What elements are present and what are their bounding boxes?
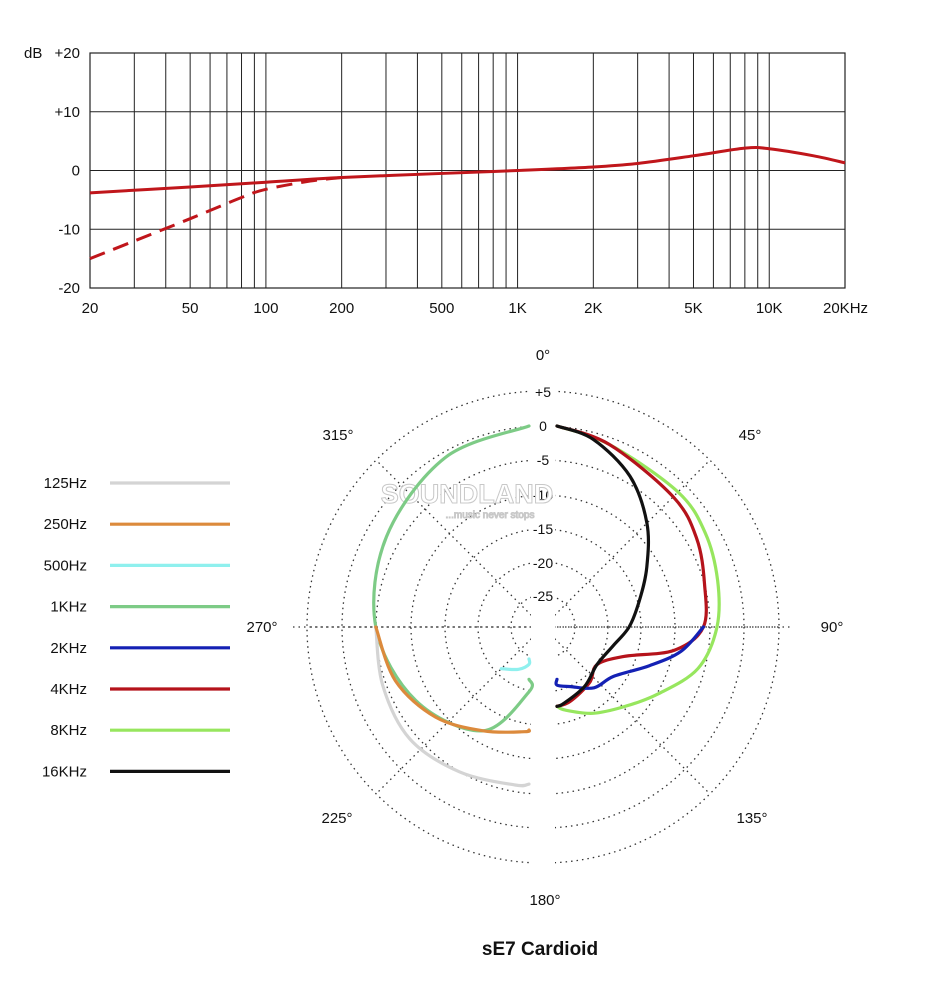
legend-label: 250Hz bbox=[44, 516, 87, 533]
fr-x-tick-label: 500 bbox=[429, 300, 454, 317]
fr-series-dashed-line bbox=[89, 176, 342, 261]
watermark-brand: SOUNDLAND bbox=[381, 479, 554, 509]
fr-x-tick-label: 2K bbox=[584, 300, 602, 317]
legend-label: 125Hz bbox=[44, 475, 87, 492]
watermark-tagline: ...music never stops bbox=[446, 510, 535, 521]
fr-y-tick-label: -10 bbox=[58, 221, 80, 238]
legend-label: 4KHz bbox=[50, 681, 87, 698]
polar-radial-line bbox=[375, 626, 544, 795]
polar-ring-label: -20 bbox=[533, 555, 553, 571]
polar-ring-label: -15 bbox=[533, 521, 553, 537]
polar-pattern-chart: +5 0 -5 -10 -15 -20 -25 0° 45° 90° 135° 180° 225° 270… bbox=[246, 347, 843, 909]
polar-series-250hz-line bbox=[374, 625, 531, 734]
fr-y-tick-label: +20 bbox=[55, 45, 80, 62]
polar-angle-label: 270° bbox=[246, 619, 277, 636]
polar-angle-label: 135° bbox=[736, 810, 767, 827]
polar-radial-line bbox=[542, 626, 711, 795]
polar-angle-label: 315° bbox=[322, 427, 353, 444]
polar-angle-label: 90° bbox=[821, 619, 844, 636]
polar-series-8khz-line bbox=[555, 424, 721, 715]
fr-y-tick-label: 0 bbox=[72, 163, 80, 180]
polar-angle-label: 180° bbox=[529, 892, 560, 909]
legend-label: 1KHz bbox=[50, 599, 87, 616]
fr-x-tick-label: 50 bbox=[182, 300, 199, 317]
frequency-response-chart: +20 +10 0 -10 -20 dB 20 50 100 200 500 1K 2K 5K 10K 20K… bbox=[24, 45, 868, 317]
polar-ring-label: -5 bbox=[537, 452, 550, 468]
polar-angle-label: 0° bbox=[536, 347, 550, 364]
polar-ring-label: +5 bbox=[535, 384, 551, 400]
polar-series-500hz-line bbox=[499, 657, 532, 672]
fr-x-tick-label: 200 bbox=[329, 300, 354, 317]
polar-legend: 125Hz 250Hz 500Hz 1KHz 2KHz 4KHz 8KHz 16KHz bbox=[42, 475, 230, 780]
polar-series-16khz-line bbox=[555, 424, 651, 708]
fr-x-tick-label: 10K bbox=[756, 300, 783, 317]
polar-radial-line bbox=[542, 459, 711, 628]
legend-label: 8KHz bbox=[50, 722, 87, 739]
legend-label: 2KHz bbox=[50, 640, 87, 657]
polar-series-2khz-line bbox=[554, 625, 705, 690]
legend-label: 500Hz bbox=[44, 557, 87, 574]
fr-x-tick-label: 20 bbox=[82, 300, 99, 317]
fr-y-tick-label: -20 bbox=[58, 280, 80, 297]
polar-title: sE7 Cardioid bbox=[482, 939, 598, 960]
polar-angle-label: 225° bbox=[321, 810, 352, 827]
legend-label: 16KHz bbox=[42, 763, 87, 780]
polar-series-125hz-line bbox=[374, 625, 531, 788]
polar-ring-label: -10 bbox=[533, 487, 553, 503]
fr-y-tick-label: +10 bbox=[55, 104, 80, 121]
fr-x-tick-label: 100 bbox=[253, 300, 278, 317]
polar-center-band bbox=[531, 377, 555, 867]
polar-ring-label: -25 bbox=[533, 588, 553, 604]
fr-x-tick-label: 1K bbox=[508, 300, 526, 317]
polar-radial-line bbox=[375, 459, 544, 628]
polar-ring-label: 0 bbox=[539, 418, 547, 434]
fr-y-axis-label: dB bbox=[24, 45, 42, 62]
fr-x-tick-label: 20KHz bbox=[823, 300, 868, 317]
fr-x-tick-label: 5K bbox=[684, 300, 702, 317]
polar-series-4khz-line bbox=[555, 424, 708, 708]
fr-series-solid-line bbox=[89, 146, 846, 195]
polar-angle-label: 45° bbox=[739, 427, 762, 444]
fr-plot-frame bbox=[89, 52, 846, 289]
